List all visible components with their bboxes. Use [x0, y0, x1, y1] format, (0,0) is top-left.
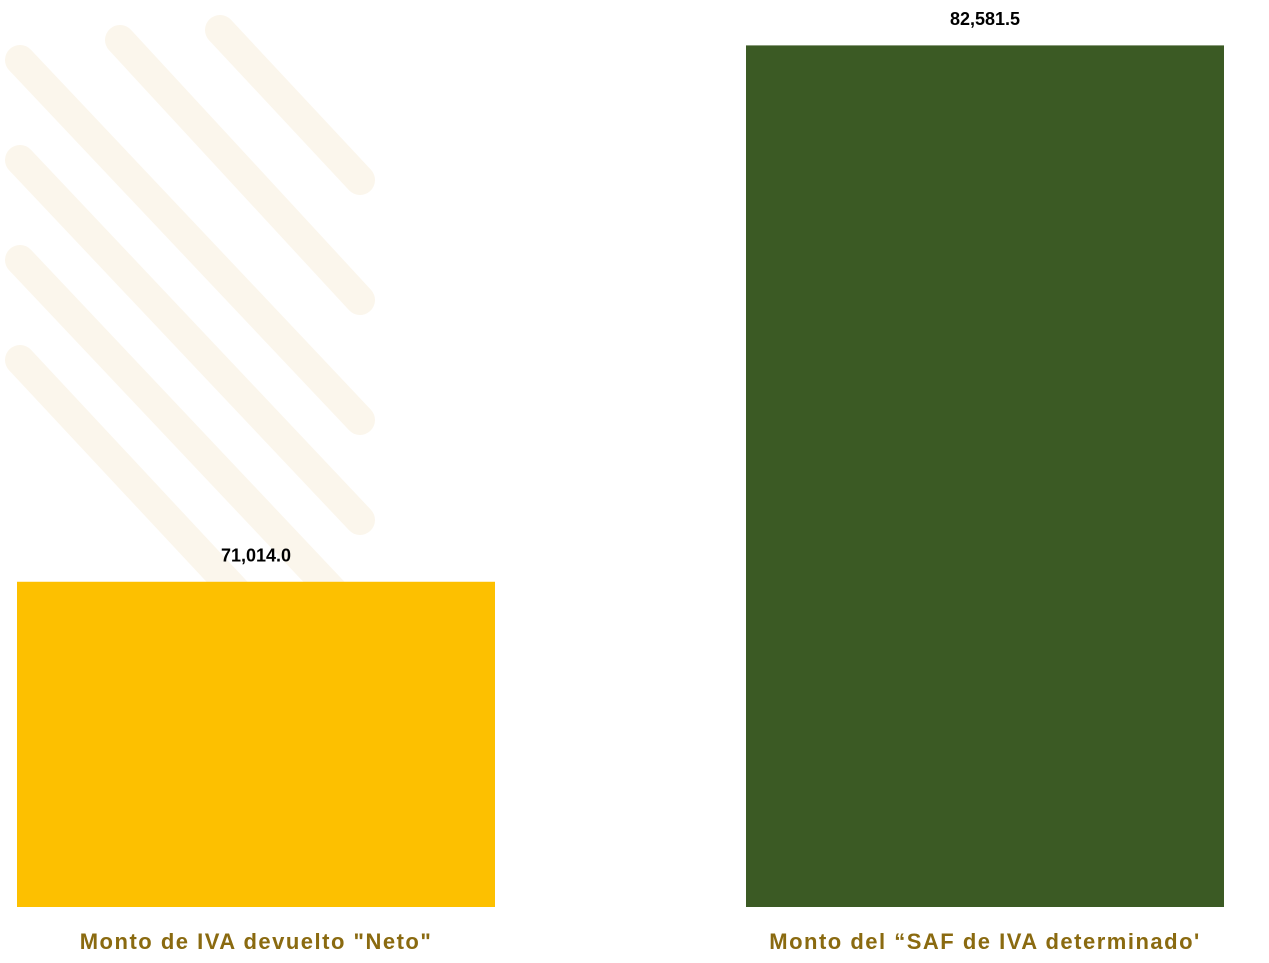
- category-label: Monto de IVA devuelto "Neto": [80, 929, 433, 954]
- value-label: 82,581.5: [950, 9, 1020, 29]
- bar: [746, 45, 1224, 907]
- value-label: 71,014.0: [221, 546, 291, 566]
- watermark: [5, 15, 375, 675]
- bar: [17, 581, 495, 907]
- category-label: Monto del “SAF de IVA determinado': [769, 929, 1200, 954]
